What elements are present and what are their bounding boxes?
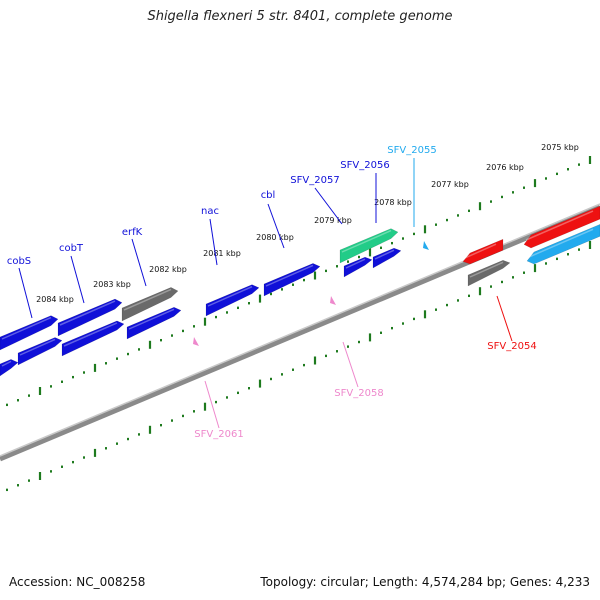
- gene-nac-upper-shade: [207, 285, 253, 307]
- scale-label: 2078 kbp: [374, 198, 412, 207]
- gene-cobT-upper: [57, 298, 123, 337]
- gene-label: SFV_2061: [194, 429, 243, 440]
- gene-row2-h-shade: [528, 228, 594, 258]
- marker-sfv2055: [423, 241, 429, 250]
- gene-label-leader: [267, 203, 285, 249]
- gene-cbl-upper: [263, 263, 321, 297]
- accession-label: Accession: NC_008258: [9, 575, 146, 589]
- gene-label-leader: [131, 238, 147, 287]
- gene-cobS-upper-shade: [1, 316, 52, 340]
- topology-label: Topology: circular; Length: 4,574,284 bp…: [260, 575, 590, 589]
- gene-label-leader: [18, 267, 33, 319]
- gene-erfK-upper-shade: [123, 288, 172, 311]
- gene-label: cbl: [261, 190, 276, 201]
- gene-sfv2054b-upper-shade: [464, 243, 497, 259]
- gene-label: cobT: [59, 243, 84, 254]
- scale-label: 2077 kbp: [431, 180, 469, 189]
- gene-row2-d-shade: [128, 308, 175, 330]
- scale-label: 2075 kbp: [541, 143, 579, 152]
- gene-label: erfK: [122, 227, 143, 238]
- gene-row2-c-shade: [63, 322, 118, 347]
- gene-label: SFV_2055: [387, 145, 436, 156]
- gene-label-leader: [209, 218, 218, 266]
- gene-erfK-upper: [121, 287, 179, 322]
- gene-row2-f: [372, 247, 402, 269]
- gene-row2-g: [467, 260, 511, 287]
- gene-row2-d: [126, 306, 182, 340]
- gene-row2-g-shade: [469, 261, 504, 278]
- gene-label-leader: [70, 255, 85, 304]
- gene-label: SFV_2056: [340, 160, 389, 171]
- gene-sfv2057-upper-shade: [341, 229, 392, 253]
- genome-backbone-highlight: [0, 203, 600, 457]
- marker-sfv2061: [193, 337, 199, 346]
- gene-row2-b-shade: [19, 338, 56, 356]
- gene-sfv2054-upper: [523, 205, 600, 249]
- gene-row2-h: [526, 224, 600, 265]
- scale-label: 2076 kbp: [486, 163, 524, 172]
- gene-row2-e-shade: [345, 258, 366, 269]
- gene-label: cobS: [7, 256, 31, 267]
- gene-label: SFV_2054: [487, 341, 536, 352]
- gene-row2-a: [0, 359, 19, 377]
- gene-label: nac: [201, 206, 219, 217]
- scale-label: 2079 kbp: [314, 216, 352, 225]
- gene-label-leader: [342, 341, 359, 388]
- gene-label: SFV_2058: [334, 388, 383, 399]
- gene-label-leader: [204, 380, 220, 429]
- scale-label: 2082 kbp: [149, 265, 187, 274]
- gene-label: SFV_2057: [290, 175, 339, 186]
- scale-label: 2084 kbp: [36, 295, 74, 304]
- gene-label-leader: [314, 187, 343, 225]
- gene-nac-upper: [205, 284, 260, 317]
- scale-label: 2081 kbp: [203, 249, 241, 258]
- gene-row2-b: [17, 337, 63, 366]
- gene-sfv2054b-upper: [462, 238, 504, 265]
- scale-label: 2080 kbp: [256, 233, 294, 242]
- gene-row2-f-shade: [374, 249, 395, 260]
- gene-row2-a-shade: [1, 360, 12, 367]
- gene-cbl-upper-shade: [265, 264, 314, 287]
- scale-label: 2083 kbp: [93, 280, 131, 289]
- genome-title: Shigella flexneri 5 str. 8401, complete …: [147, 9, 453, 24]
- gene-row2-c: [61, 320, 125, 357]
- gene-sfv2057-upper: [339, 228, 399, 264]
- gene-cobT-upper-shade: [59, 300, 116, 326]
- gene-sfv2054-upper-shade: [525, 210, 594, 241]
- marker-sfv2058: [330, 296, 336, 305]
- gene-cobS-upper: [0, 315, 59, 351]
- gene-row2-e: [343, 256, 373, 278]
- gene-label-leader: [496, 295, 513, 342]
